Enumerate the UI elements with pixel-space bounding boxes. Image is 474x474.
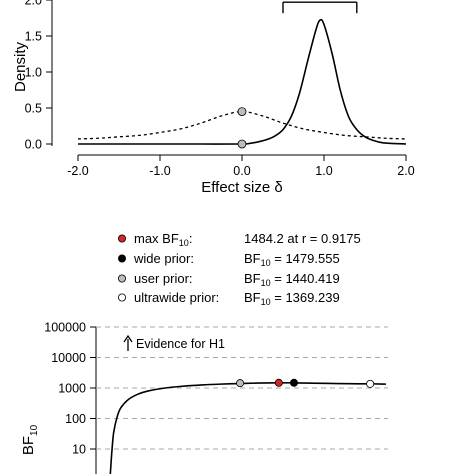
- bf-y-axis-label: BF10: [20, 424, 40, 455]
- bf-chart: 100000 10000 1000 100 10 Evidence for H1 BF1…: [20, 321, 388, 474]
- legend-value: BF10 = 1440.419: [244, 271, 340, 288]
- max-bf-point: [274, 378, 283, 387]
- density-x-tick-label: 2.0: [397, 164, 414, 178]
- density-chart: 0.0 0.5 1.0 1.5 2.0 -2.0 -1.0 0.0 1.0 2.0 Densit…: [12, 0, 415, 196]
- density-x-tick-label: 0.0: [233, 164, 250, 178]
- bf-y-tick-label: 10: [72, 443, 86, 457]
- density-y-tick-label: 2.0: [25, 0, 42, 8]
- legend-marker: [118, 274, 127, 283]
- density-y-tick-label: 1.0: [25, 66, 42, 80]
- legend-label: wide prior:: [133, 251, 194, 266]
- prior-density-point: [237, 107, 247, 116]
- density-x-axis-label: Effect size δ: [201, 179, 282, 196]
- bf-y-tick-label: 10000: [51, 351, 86, 365]
- density-x-tick-label: -2.0: [67, 164, 89, 178]
- legend-marker: [118, 293, 127, 302]
- legend-marker: [118, 234, 127, 243]
- wide-prior-point: [289, 378, 298, 387]
- bf-y-tick-label: 100000: [44, 321, 86, 335]
- evidence-arrow-icon: [123, 334, 133, 343]
- legend-value: BF10 = 1369.239: [244, 290, 340, 307]
- legend: max BF10: 1484.2 at r = 0.9175 wide prior:…: [118, 231, 361, 307]
- density-x-tick-label: 1.0: [315, 164, 332, 178]
- density-y-tick-label: 0.5: [25, 102, 42, 116]
- legend-marker: [118, 254, 127, 263]
- legend-label: user prior:: [134, 271, 193, 286]
- density-y-axis-label: Density: [12, 41, 29, 92]
- legend-label: max BF10:: [134, 231, 192, 248]
- density-y-tick-label: 1.5: [25, 30, 42, 44]
- posterior-density-point: [237, 139, 247, 149]
- bf-y-tick-label: 1000: [58, 382, 86, 396]
- evidence-annotation: Evidence for H1: [123, 334, 225, 351]
- user-prior-point: [236, 379, 245, 388]
- ultrawide-prior-point: [366, 379, 375, 388]
- prior-density-line: [77, 110, 407, 140]
- legend-value: BF10 = 1479.555: [244, 251, 340, 268]
- density-y-tick-label: 0.0: [25, 138, 42, 152]
- evidence-annotation-text: Evidence for H1: [136, 337, 225, 351]
- posterior-density-line: [78, 18, 407, 145]
- density-x-tick-label: -1.0: [149, 164, 171, 178]
- legend-label: ultrawide prior:: [134, 290, 219, 305]
- legend-value: 1484.2 at r = 0.9175: [244, 231, 361, 246]
- bf-y-tick-label: 100: [65, 412, 86, 426]
- bf-robustness-line: [109, 382, 387, 474]
